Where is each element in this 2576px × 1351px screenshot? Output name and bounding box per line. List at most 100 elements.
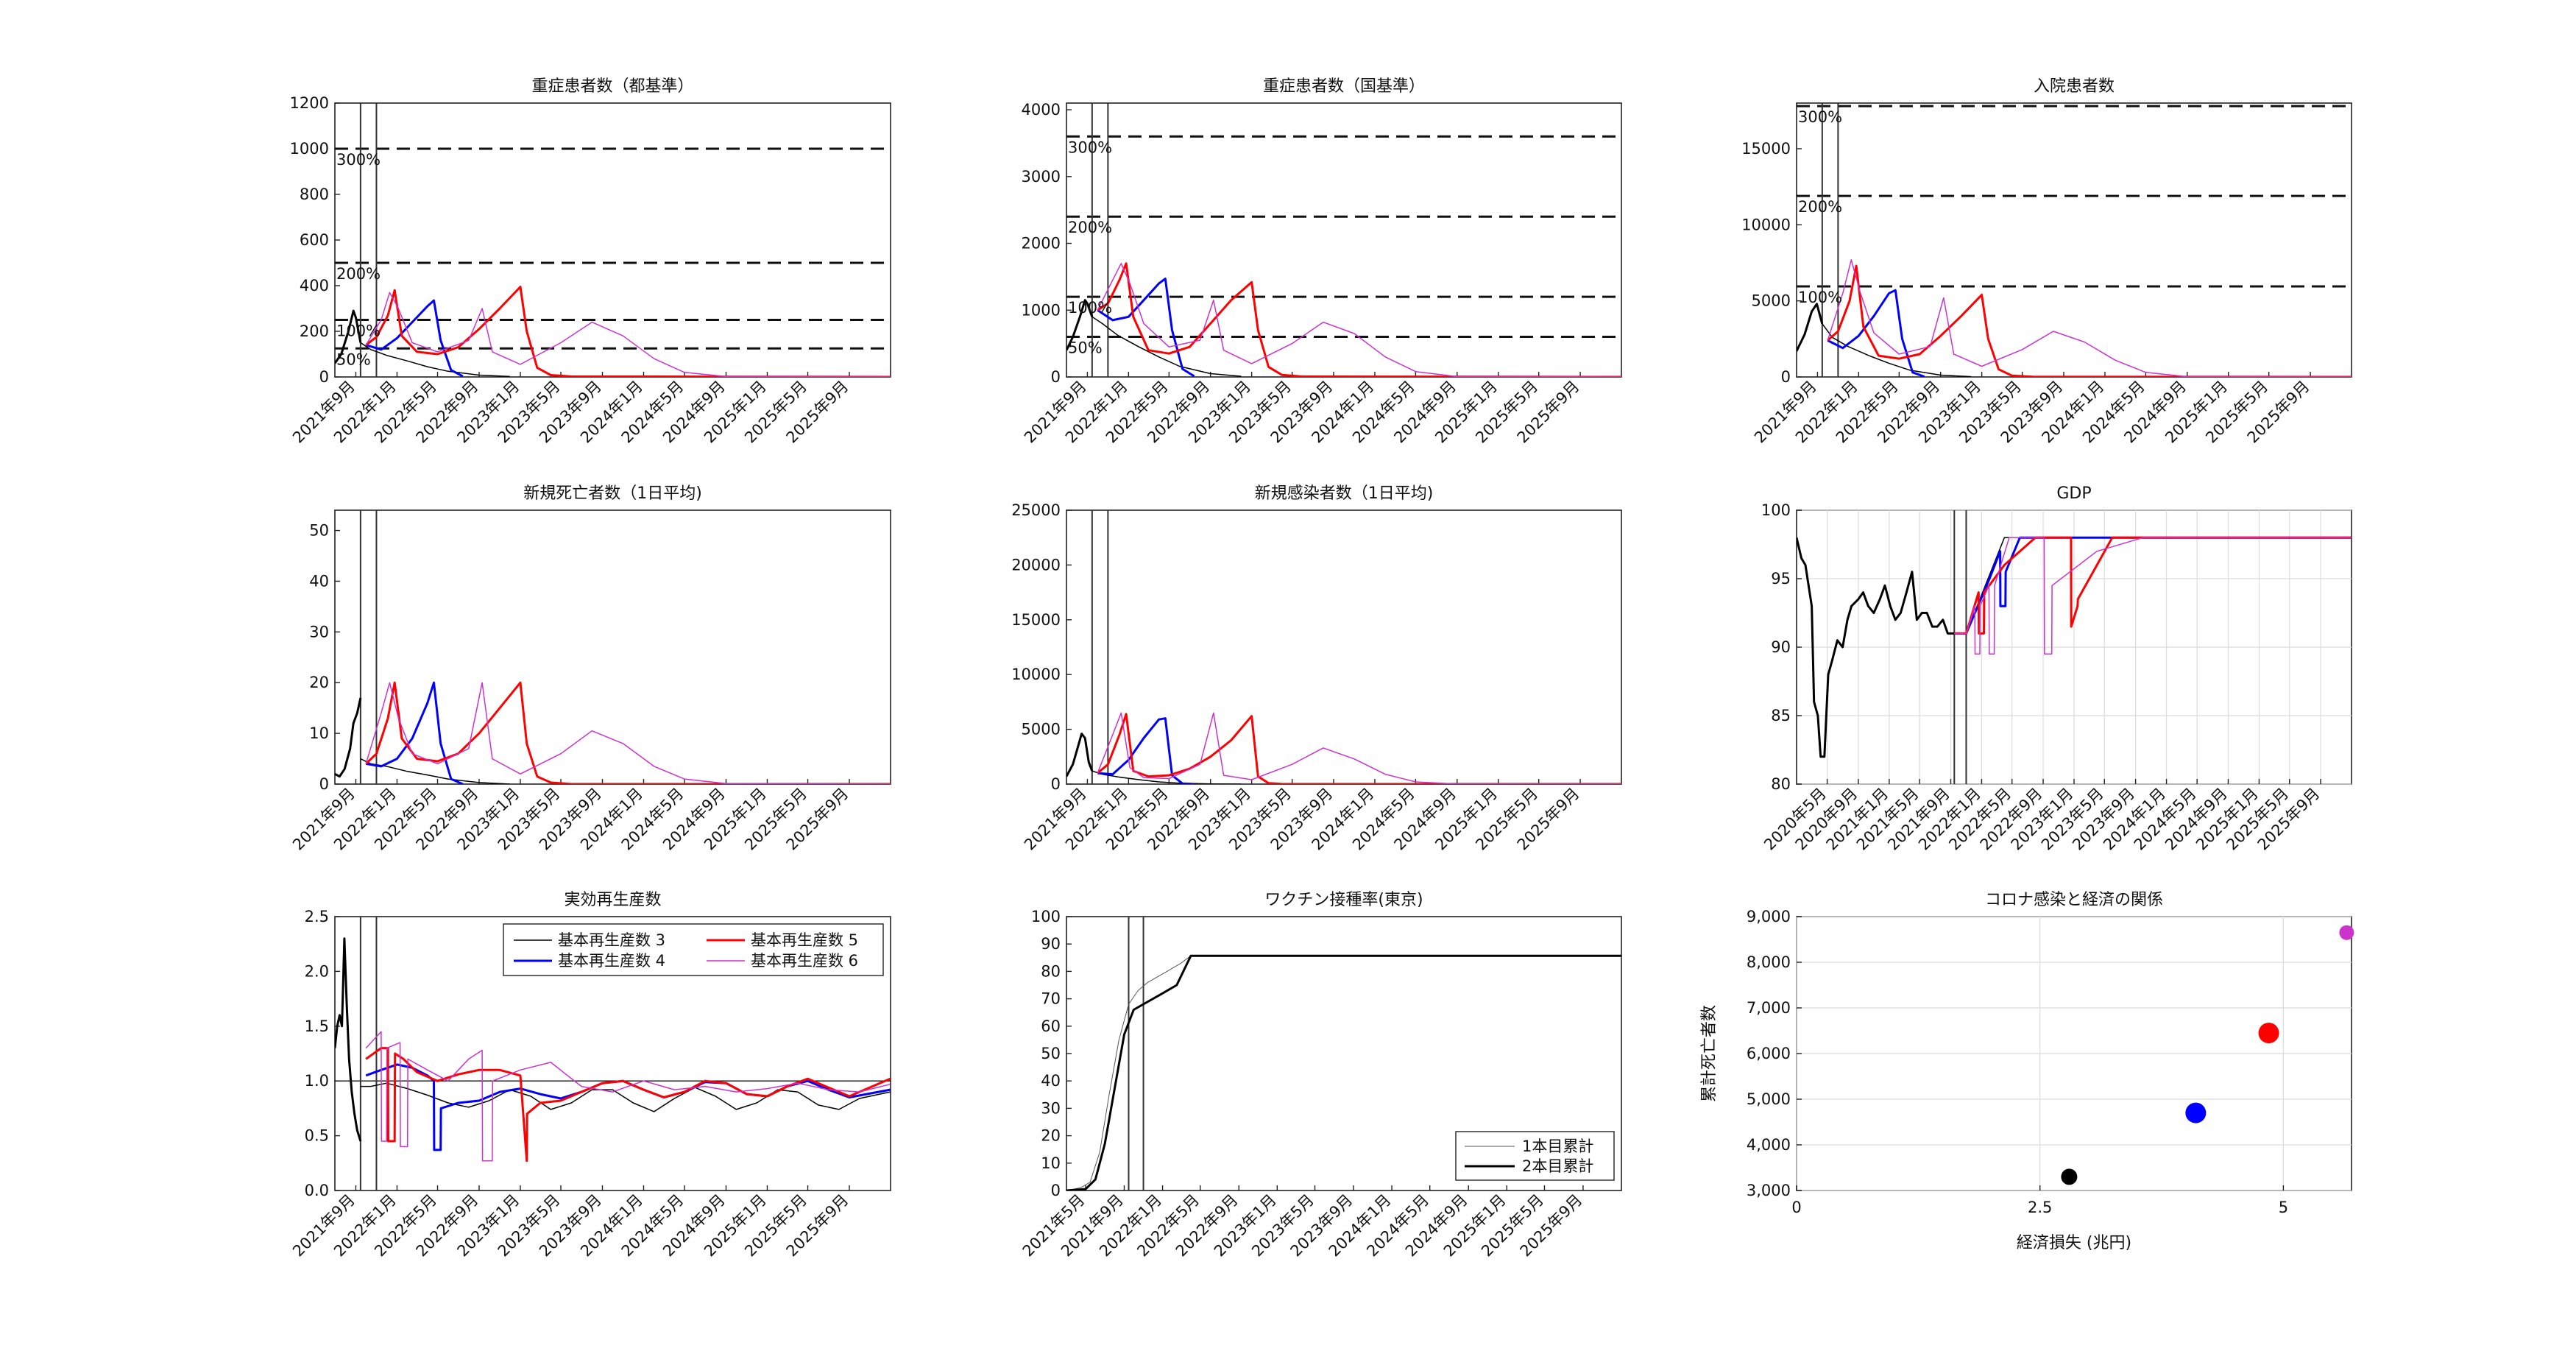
chart-panel-p3: 入院患者数0500010000150002021年9月2022年1月2022年5…	[1741, 77, 2352, 446]
series-line	[365, 1031, 891, 1162]
series-line	[1822, 323, 1972, 377]
threshold-label: 200%	[1068, 219, 1112, 236]
series-line	[1797, 303, 1824, 352]
y-tick-label: 50	[309, 522, 329, 540]
threshold-label: 100%	[1798, 289, 1842, 306]
y-tick-label: 10	[309, 724, 329, 742]
chart-panel-p9: コロナ感染と経済の関係 3,000 4,000 5,000 6,000 7,000 8,00…	[1700, 891, 2354, 1252]
legend-box	[503, 923, 884, 976]
y-tick-label: 70	[1041, 990, 1061, 1008]
series-line	[335, 309, 362, 364]
series-line	[1097, 262, 1621, 377]
x-axis-label: 経済損失 (兆円)	[2017, 1234, 2131, 1252]
y-tick-label: 1.0	[305, 1072, 329, 1090]
y-tick-label: 5000	[1022, 721, 1061, 738]
y-tick-label: 100	[1761, 501, 1791, 519]
series-line	[365, 292, 891, 377]
y-tick-label: 0	[1051, 775, 1061, 793]
legend-label: 基本再生産数 3	[558, 931, 665, 949]
chart-title: ワクチン接種率(東京)	[1264, 891, 1423, 909]
chart-panel-p8: ワクチン接種率(東京)01020304050607080901002021年5月…	[1019, 891, 1622, 1260]
plot-frame	[1796, 102, 2352, 378]
y-tick-label: 800	[300, 186, 329, 203]
y-axis-label: 累計死亡者数	[1700, 1005, 1719, 1102]
legend-label: 基本再生産数 6	[751, 952, 858, 970]
y-tick-label: 5,000	[1747, 1090, 1791, 1108]
legend-box	[1455, 1131, 1615, 1181]
chart-panel-p4: 新規死亡者数（1日平均)010203040502021年9月2022年1月202…	[289, 484, 891, 853]
chart-panel-p7: 実効再生産数0.00.51.01.52.02.52021年9月2022年1月20…	[289, 891, 891, 1260]
plot-area	[335, 917, 891, 1190]
series-line	[365, 286, 891, 377]
threshold-label: 100%	[1068, 299, 1112, 317]
y-tick-label: 80	[1771, 775, 1791, 793]
plot-frame	[334, 509, 891, 785]
chart-panel-p6: GDP808590951002020年5月2020年9月2021年1月2021年…	[1761, 484, 2352, 853]
series-line	[360, 342, 510, 377]
y-tick-label: 600	[300, 231, 329, 249]
y-tick-label: 10000	[1011, 666, 1061, 683]
threshold-label: 50%	[336, 350, 371, 368]
y-tick-label: 80	[1041, 962, 1061, 980]
x-tick-label: 0	[1791, 1199, 1801, 1216]
threshold-label: 200%	[336, 265, 381, 283]
threshold-label: 200%	[1798, 198, 1842, 216]
y-tick-label: 8,000	[1747, 953, 1791, 971]
plot-frame	[1066, 509, 1622, 785]
y-tick-label: 3000	[1022, 168, 1061, 186]
series-line	[365, 682, 891, 784]
y-tick-label: 60	[1041, 1017, 1061, 1035]
chart-title: GDP	[2056, 484, 2091, 503]
plot-area	[335, 103, 891, 377]
y-tick-label: 9,000	[1747, 908, 1791, 925]
series-line	[1091, 316, 1242, 377]
y-tick-label: 4,000	[1747, 1136, 1791, 1154]
plot-area	[1066, 917, 1621, 1190]
x-tick-label: 2.5	[2028, 1199, 2052, 1216]
y-tick-label: 0.0	[305, 1182, 329, 1199]
chart-title: コロナ感染と経済の関係	[1985, 891, 2163, 909]
legend-label: 基本再生産数 4	[558, 952, 665, 970]
y-tick-label: 1.5	[305, 1017, 329, 1035]
legend-label: 2本目累計	[1522, 1157, 1593, 1175]
series-line	[365, 299, 464, 377]
y-tick-label: 10000	[1741, 216, 1791, 233]
scatter-point	[2185, 1102, 2207, 1124]
plot-area	[335, 510, 891, 784]
y-tick-label: 20	[309, 674, 329, 691]
y-tick-label: 400	[300, 277, 329, 294]
threshold-label: 300%	[336, 151, 381, 169]
threshold-label: 300%	[1068, 138, 1112, 156]
series-line	[1066, 299, 1094, 351]
scatter-point	[2339, 925, 2354, 940]
series-line	[1097, 712, 1621, 784]
y-tick-label: 3,000	[1747, 1182, 1791, 1199]
y-tick-label: 40	[1041, 1072, 1061, 1090]
y-tick-label: 40	[309, 572, 329, 590]
series-line	[365, 681, 464, 784]
series-line	[1954, 536, 2352, 635]
y-tick-label: 1000	[290, 140, 329, 158]
series-line	[335, 697, 362, 778]
legend: 基本再生産数 3 基本再生産数 4 基本再生産数 5 基本再生産数 6	[503, 923, 884, 976]
series-line	[1066, 955, 1621, 1190]
series-line	[335, 937, 362, 1142]
legend: 1本目累計 2本目累計	[1455, 1131, 1615, 1181]
chart-panel-p1: 重症患者数（都基準）0200400600800100012002021年9月20…	[289, 77, 891, 446]
y-tick-label: 2000	[1022, 235, 1061, 253]
y-tick-label: 7,000	[1747, 999, 1791, 1017]
legend-label: 1本目累計	[1522, 1137, 1593, 1155]
series-line	[1066, 954, 1621, 1190]
plot-area	[1797, 510, 2352, 784]
y-tick-label: 15000	[1011, 611, 1061, 629]
y-tick-label: 0	[1051, 368, 1061, 386]
y-tick-label: 90	[1771, 638, 1791, 656]
y-tick-label: 95	[1771, 570, 1791, 588]
y-tick-label: 6,000	[1747, 1045, 1791, 1062]
series-line	[1066, 733, 1094, 777]
plot-area	[1797, 103, 2352, 377]
plot-frame	[334, 102, 891, 378]
y-tick-label: 0	[319, 368, 329, 386]
scatter-point	[2061, 1168, 2078, 1185]
